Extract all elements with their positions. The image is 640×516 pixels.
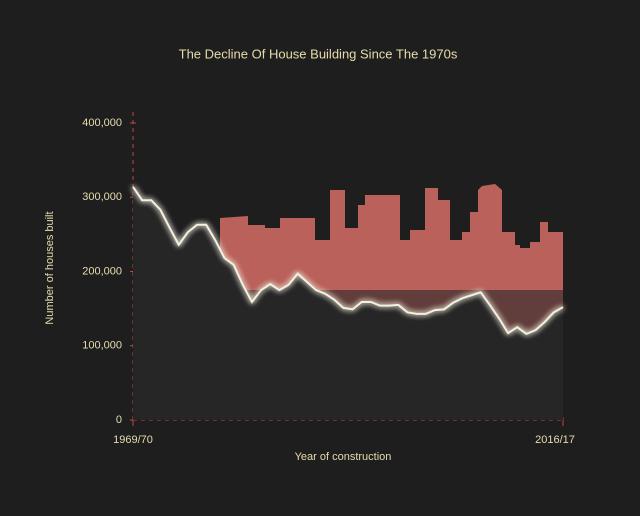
x-axis-label: Year of construction bbox=[295, 451, 392, 463]
y-tick-label: 300,000 bbox=[82, 191, 122, 203]
y-tick-label: 0 bbox=[116, 414, 122, 426]
chart-title: The Decline Of House Building Since The … bbox=[179, 46, 458, 61]
area-below-line bbox=[133, 186, 563, 420]
x-tick-label: 2016/17 bbox=[535, 434, 575, 446]
x-tick-label: 1969/70 bbox=[113, 434, 153, 446]
y-tick-label: 400,000 bbox=[82, 117, 122, 129]
data-line bbox=[132, 186, 564, 336]
y-tick-label: 100,000 bbox=[82, 340, 122, 352]
y-tick-label: 200,000 bbox=[82, 265, 122, 277]
y-axis-label: Number of houses built bbox=[44, 211, 56, 324]
